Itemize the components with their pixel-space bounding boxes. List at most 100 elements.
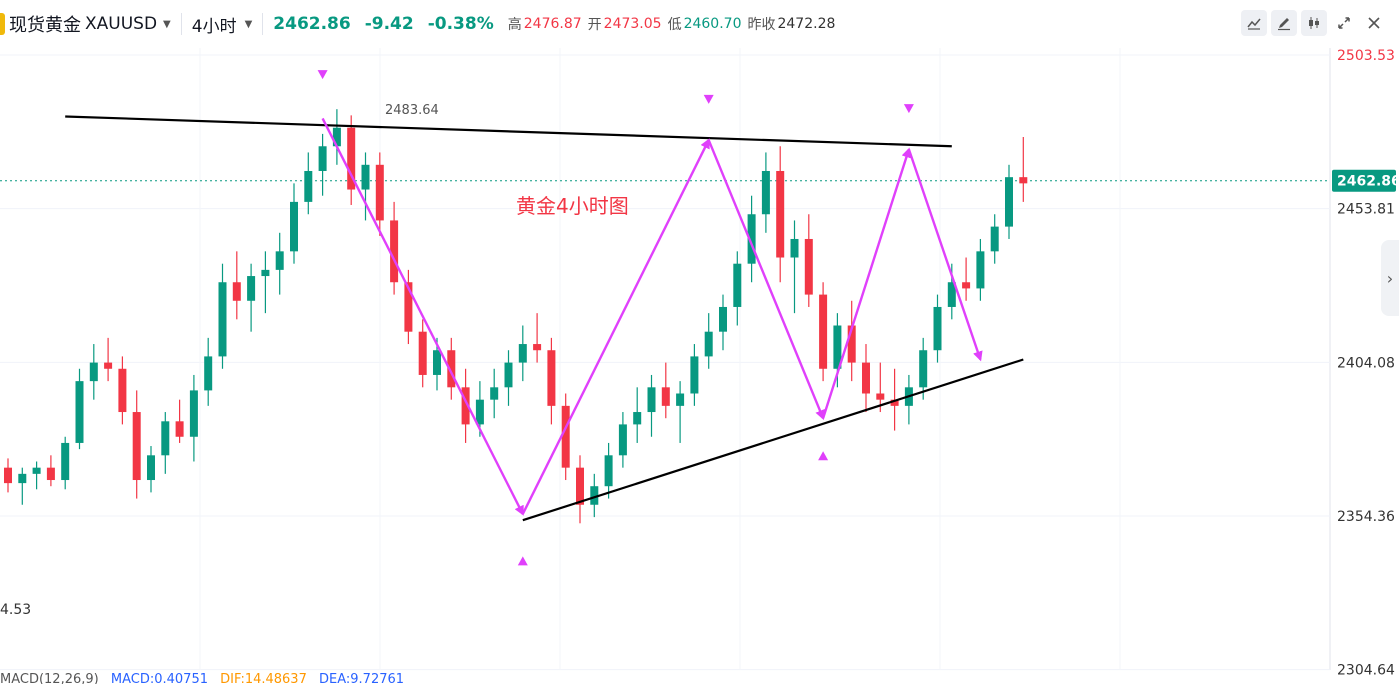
pattern-overlay [65, 70, 1024, 566]
candle-body [1019, 177, 1028, 184]
open-label: 开 [587, 17, 602, 33]
candle-body [75, 381, 84, 443]
chart-title: 黄金4小时图 [516, 194, 629, 218]
candle-body [461, 387, 470, 425]
candle-body [576, 467, 584, 505]
line-chart-icon[interactable] [1241, 10, 1267, 36]
pivot-marker [703, 94, 714, 104]
candle-body [604, 455, 613, 487]
trendline [522, 358, 1024, 522]
fullscreen-icon[interactable] [1331, 10, 1357, 36]
candle-body [475, 399, 484, 425]
candle-body [390, 220, 399, 283]
candle-body [590, 486, 599, 505]
candle-body [733, 263, 742, 307]
candle-body [533, 344, 542, 351]
y-tick-label: 2503.53 [1337, 48, 1395, 64]
last-price: 2462.86 [273, 14, 351, 34]
interval-select[interactable]: 4小时 [191, 16, 237, 37]
candle-body [189, 390, 198, 437]
pattern-arrow [521, 138, 710, 515]
candlestick-series [4, 109, 1028, 524]
low-label: 低 [667, 17, 682, 33]
candle-body [4, 467, 12, 484]
candle-body [304, 170, 313, 202]
candle-body [132, 412, 141, 481]
candle-body [676, 393, 685, 406]
candle-body [161, 421, 170, 456]
y-tick-label: 2354.36 [1337, 509, 1395, 525]
divider [262, 13, 264, 35]
candle-body [404, 282, 413, 332]
pivot-marker [517, 556, 528, 566]
macd-value: MACD:0.40751 [110, 672, 208, 684]
candle-body [32, 467, 41, 474]
candle-body [661, 387, 670, 406]
candle-body [275, 251, 284, 270]
y-tick-label: 2453.81 [1337, 202, 1395, 218]
candle-body [962, 282, 971, 289]
candles-icon[interactable] [1301, 10, 1327, 36]
candle-body [218, 282, 227, 357]
dif-value: DIF:14.48637 [220, 672, 307, 684]
high-label: 高 [507, 17, 522, 33]
candle-body [633, 412, 642, 425]
candle-body [318, 146, 327, 171]
candle-body [518, 344, 527, 363]
candle-body [247, 276, 256, 301]
open-value: 2473.05 [603, 16, 662, 32]
side-panel-toggle[interactable]: › [1381, 240, 1399, 316]
candle-body [118, 368, 127, 413]
candle-body [18, 473, 27, 484]
candle-body [719, 306, 727, 332]
candle-body [561, 405, 570, 468]
price-change: -9.42 [364, 14, 414, 34]
prev-close-label: 昨收 [747, 17, 776, 33]
candle-body [332, 127, 341, 147]
top-bar: 现货黄金 XAUUSD ▼ 4小时 ▼ 2462.86 -9.42 -0.38%… [0, 0, 1399, 48]
pivot-marker [903, 104, 914, 114]
current-price-tag [1332, 169, 1396, 192]
candle-body [976, 251, 985, 289]
candle-body [89, 362, 98, 382]
candle-body [104, 362, 113, 369]
candle-body [361, 164, 370, 190]
candle-body [447, 350, 456, 388]
candle-body [290, 201, 298, 252]
close-icon[interactable] [1361, 10, 1387, 36]
candle-body [919, 350, 928, 388]
low-value: 2460.70 [683, 16, 742, 32]
candle-body [547, 350, 556, 406]
prev-close-value: 2472.28 [777, 16, 836, 32]
pattern-arrow [707, 139, 825, 421]
candle-body [690, 356, 699, 394]
left-value: 4.53 [0, 602, 32, 618]
symbol-dropdown-icon[interactable]: ▼ [163, 18, 171, 30]
price-change-pct: -0.38% [427, 14, 494, 34]
candle-body [433, 350, 441, 375]
candle-body [819, 294, 828, 369]
pattern-arrow [907, 148, 983, 362]
candle-body [61, 442, 70, 481]
candle-body [375, 164, 384, 221]
candle-body [1005, 177, 1013, 227]
macd-legend: MACD(12,26,9) MACD:0.40751 DIF:14.48637 … [0, 672, 412, 684]
candle-body [947, 282, 956, 307]
price-axis: 2503.53 2453.81 2404.08 2354.36 2304.64 2462.… [1332, 48, 1399, 679]
divider [180, 13, 182, 35]
pattern-arrow [321, 117, 524, 516]
candle-body [175, 421, 184, 437]
macd-name[interactable]: MACD(12,26,9) [0, 672, 99, 684]
interval-dropdown-icon[interactable]: ▼ [244, 18, 253, 30]
candle-body [261, 269, 270, 277]
pivot-marker [317, 70, 328, 80]
dea-value: DEA:9.72761 [319, 672, 405, 684]
candle-body [990, 226, 999, 252]
pencil-icon[interactable] [1271, 10, 1297, 36]
symbol-code[interactable]: XAUUSD [85, 14, 158, 34]
chevron-right-icon: › [1386, 268, 1394, 288]
symbol-name[interactable]: 现货黄金 [9, 15, 81, 36]
candle-body [347, 127, 356, 190]
candle-body [418, 331, 427, 375]
